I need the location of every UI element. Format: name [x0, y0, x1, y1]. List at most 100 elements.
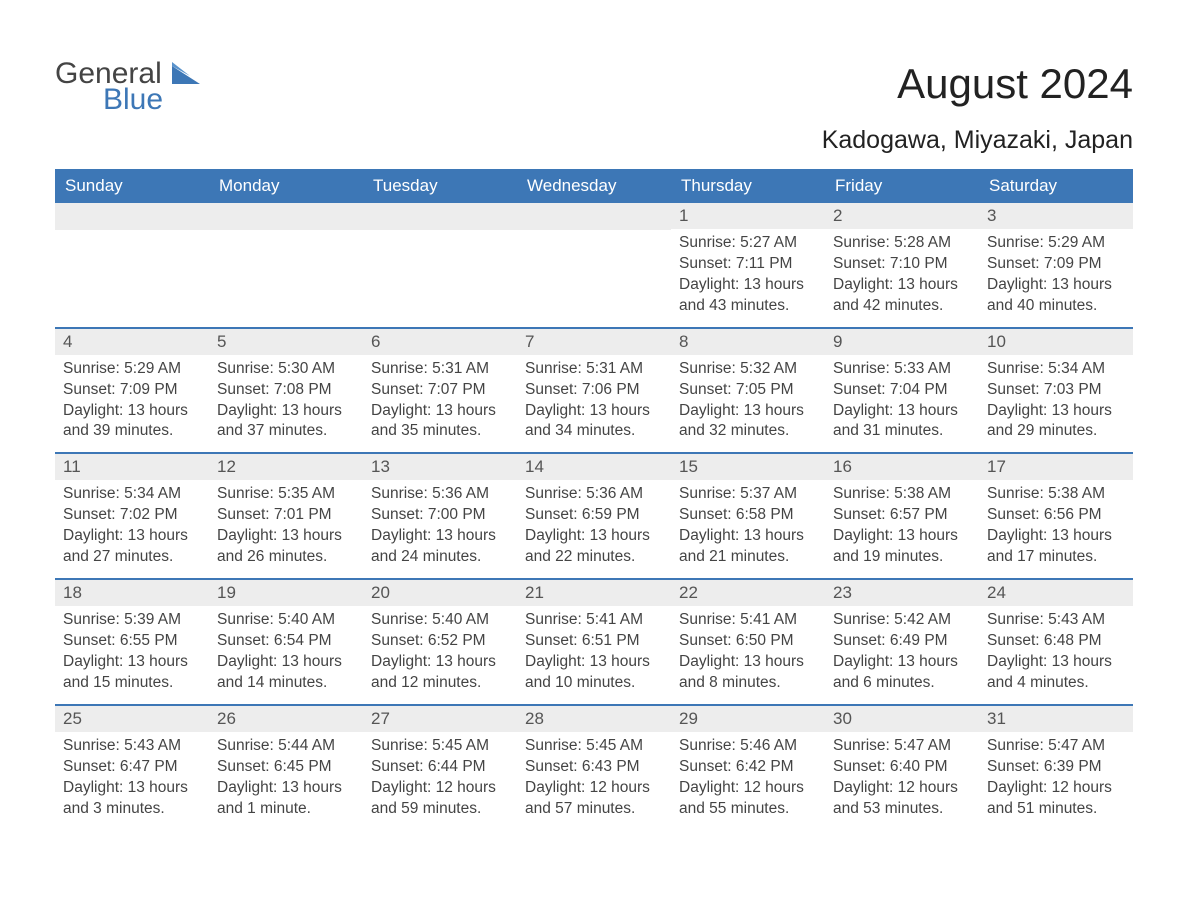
day-body: Sunrise: 5:40 AMSunset: 6:52 PMDaylight:… — [363, 606, 517, 704]
day-cell: 3Sunrise: 5:29 AMSunset: 7:09 PMDaylight… — [979, 203, 1133, 327]
sunrise-text: Sunrise: 5:40 AM — [217, 610, 355, 631]
week-row: 1Sunrise: 5:27 AMSunset: 7:11 PMDaylight… — [55, 203, 1133, 327]
day-body: Sunrise: 5:45 AMSunset: 6:44 PMDaylight:… — [363, 732, 517, 830]
daylight-text: Daylight: 13 hours and 4 minutes. — [987, 652, 1125, 694]
sunrise-text: Sunrise: 5:38 AM — [987, 484, 1125, 505]
sunset-text: Sunset: 7:05 PM — [679, 380, 817, 401]
day-cell: 20Sunrise: 5:40 AMSunset: 6:52 PMDayligh… — [363, 580, 517, 704]
day-cell: 6Sunrise: 5:31 AMSunset: 7:07 PMDaylight… — [363, 329, 517, 453]
sunset-text: Sunset: 6:49 PM — [833, 631, 971, 652]
day-body: Sunrise: 5:40 AMSunset: 6:54 PMDaylight:… — [209, 606, 363, 704]
sunrise-text: Sunrise: 5:47 AM — [833, 736, 971, 757]
sunrise-text: Sunrise: 5:42 AM — [833, 610, 971, 631]
day-cell: 29Sunrise: 5:46 AMSunset: 6:42 PMDayligh… — [671, 706, 825, 830]
day-body: Sunrise: 5:33 AMSunset: 7:04 PMDaylight:… — [825, 355, 979, 453]
sunrise-text: Sunrise: 5:44 AM — [217, 736, 355, 757]
sunset-text: Sunset: 6:57 PM — [833, 505, 971, 526]
sunset-text: Sunset: 6:45 PM — [217, 757, 355, 778]
sunrise-text: Sunrise: 5:38 AM — [833, 484, 971, 505]
day-cell: 1Sunrise: 5:27 AMSunset: 7:11 PMDaylight… — [671, 203, 825, 327]
daylight-text: Daylight: 13 hours and 15 minutes. — [63, 652, 201, 694]
daylight-text: Daylight: 12 hours and 57 minutes. — [525, 778, 663, 820]
day-number: 24 — [979, 580, 1133, 606]
day-cell: 8Sunrise: 5:32 AMSunset: 7:05 PMDaylight… — [671, 329, 825, 453]
header-row: General Blue August 2024 Kadogawa, Miyaz… — [55, 60, 1133, 155]
sunset-text: Sunset: 6:55 PM — [63, 631, 201, 652]
logo: General Blue — [55, 60, 200, 113]
sunrise-text: Sunrise: 5:36 AM — [525, 484, 663, 505]
day-cell: 22Sunrise: 5:41 AMSunset: 6:50 PMDayligh… — [671, 580, 825, 704]
daylight-text: Daylight: 13 hours and 31 minutes. — [833, 401, 971, 443]
day-number: 5 — [209, 329, 363, 355]
day-cell: 4Sunrise: 5:29 AMSunset: 7:09 PMDaylight… — [55, 329, 209, 453]
daylight-text: Daylight: 12 hours and 53 minutes. — [833, 778, 971, 820]
daylight-text: Daylight: 13 hours and 17 minutes. — [987, 526, 1125, 568]
day-cell: 5Sunrise: 5:30 AMSunset: 7:08 PMDaylight… — [209, 329, 363, 453]
day-number: 18 — [55, 580, 209, 606]
day-number: 29 — [671, 706, 825, 732]
day-body: Sunrise: 5:44 AMSunset: 6:45 PMDaylight:… — [209, 732, 363, 830]
daylight-text: Daylight: 13 hours and 43 minutes. — [679, 275, 817, 317]
day-body: Sunrise: 5:27 AMSunset: 7:11 PMDaylight:… — [671, 229, 825, 327]
month-title: August 2024 — [822, 60, 1133, 108]
sunset-text: Sunset: 7:01 PM — [217, 505, 355, 526]
day-header: Saturday — [979, 169, 1133, 203]
sunset-text: Sunset: 6:59 PM — [525, 505, 663, 526]
sunset-text: Sunset: 7:00 PM — [371, 505, 509, 526]
sunrise-text: Sunrise: 5:31 AM — [371, 359, 509, 380]
sunrise-text: Sunrise: 5:35 AM — [217, 484, 355, 505]
day-number: 23 — [825, 580, 979, 606]
day-cell: 30Sunrise: 5:47 AMSunset: 6:40 PMDayligh… — [825, 706, 979, 830]
day-header: Tuesday — [363, 169, 517, 203]
day-body: Sunrise: 5:36 AMSunset: 7:00 PMDaylight:… — [363, 480, 517, 578]
sunrise-text: Sunrise: 5:30 AM — [217, 359, 355, 380]
day-body: Sunrise: 5:34 AMSunset: 7:02 PMDaylight:… — [55, 480, 209, 578]
day-cell: 18 Sunrise: 5:39 AMSunset: 6:55 PMDayligh… — [55, 580, 209, 704]
sunrise-text: Sunrise: 5:27 AM — [679, 233, 817, 254]
day-cell: 7Sunrise: 5:31 AMSunset: 7:06 PMDaylight… — [517, 329, 671, 453]
day-body: Sunrise: 5:42 AMSunset: 6:49 PMDaylight:… — [825, 606, 979, 704]
day-cell: 2Sunrise: 5:28 AMSunset: 7:10 PMDaylight… — [825, 203, 979, 327]
day-cell: 25Sunrise: 5:43 AMSunset: 6:47 PMDayligh… — [55, 706, 209, 830]
sunrise-text: Sunrise: 5:41 AM — [679, 610, 817, 631]
week-row: 4Sunrise: 5:29 AMSunset: 7:09 PMDaylight… — [55, 327, 1133, 453]
day-cell: 11Sunrise: 5:34 AMSunset: 7:02 PMDayligh… — [55, 454, 209, 578]
day-cell — [363, 203, 517, 327]
day-number: 6 — [363, 329, 517, 355]
day-body: Sunrise: 5:31 AMSunset: 7:07 PMDaylight:… — [363, 355, 517, 453]
sunset-text: Sunset: 6:39 PM — [987, 757, 1125, 778]
day-body: Sunrise: 5:46 AMSunset: 6:42 PMDaylight:… — [671, 732, 825, 830]
sunset-text: Sunset: 6:42 PM — [679, 757, 817, 778]
sunrise-text: Sunrise: 5:39 AM — [63, 610, 201, 631]
day-cell — [209, 203, 363, 327]
sunrise-text: Sunrise: 5:29 AM — [987, 233, 1125, 254]
daylight-text: Daylight: 13 hours and 42 minutes. — [833, 275, 971, 317]
sunset-text: Sunset: 6:47 PM — [63, 757, 201, 778]
sunset-text: Sunset: 7:03 PM — [987, 380, 1125, 401]
day-body: Sunrise: 5:31 AMSunset: 7:06 PMDaylight:… — [517, 355, 671, 453]
day-number: 26 — [209, 706, 363, 732]
sunrise-text: Sunrise: 5:47 AM — [987, 736, 1125, 757]
day-body: Sunrise: 5:35 AMSunset: 7:01 PMDaylight:… — [209, 480, 363, 578]
day-number: 13 — [363, 454, 517, 480]
day-cell — [517, 203, 671, 327]
daylight-text: Daylight: 13 hours and 1 minute. — [217, 778, 355, 820]
sunset-text: Sunset: 7:06 PM — [525, 380, 663, 401]
day-number: 3 — [979, 203, 1133, 229]
day-number: 11 — [55, 454, 209, 480]
day-cell: 12Sunrise: 5:35 AMSunset: 7:01 PMDayligh… — [209, 454, 363, 578]
sunset-text: Sunset: 7:09 PM — [63, 380, 201, 401]
calendar-grid: SundayMondayTuesdayWednesdayThursdayFrid… — [55, 169, 1133, 829]
week-row: 25Sunrise: 5:43 AMSunset: 6:47 PMDayligh… — [55, 704, 1133, 830]
day-cell: 14Sunrise: 5:36 AMSunset: 6:59 PMDayligh… — [517, 454, 671, 578]
day-body: Sunrise: 5:43 AMSunset: 6:47 PMDaylight:… — [55, 732, 209, 830]
day-cell: 15Sunrise: 5:37 AMSunset: 6:58 PMDayligh… — [671, 454, 825, 578]
sunset-text: Sunset: 6:50 PM — [679, 631, 817, 652]
day-number — [363, 203, 517, 230]
day-cell: 10Sunrise: 5:34 AMSunset: 7:03 PMDayligh… — [979, 329, 1133, 453]
sunset-text: Sunset: 7:02 PM — [63, 505, 201, 526]
sunrise-text: Sunrise: 5:37 AM — [679, 484, 817, 505]
sunrise-text: Sunrise: 5:31 AM — [525, 359, 663, 380]
day-body: Sunrise: 5:29 AMSunset: 7:09 PMDaylight:… — [979, 229, 1133, 327]
daylight-text: Daylight: 12 hours and 55 minutes. — [679, 778, 817, 820]
